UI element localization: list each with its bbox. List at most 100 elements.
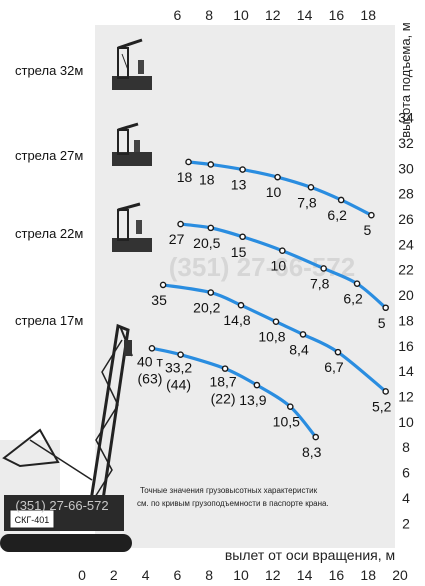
- data-point: [177, 220, 184, 228]
- x-tick-label-bottom: 20: [392, 567, 408, 583]
- y-tick-label: 8: [402, 439, 410, 455]
- x-tick-label-top: 10: [233, 7, 249, 23]
- x-tick-label-bottom: 16: [329, 567, 345, 583]
- y-tick-label: 12: [398, 389, 414, 405]
- y-tick-label: 26: [398, 211, 414, 227]
- y-tick-label: 22: [398, 262, 414, 278]
- data-point: [337, 196, 345, 204]
- boom-icon-27: [112, 122, 152, 166]
- data-label: 40 т (63): [137, 353, 163, 386]
- data-point: [353, 280, 361, 287]
- data-label: 5: [363, 222, 371, 238]
- data-label: 10,8: [258, 329, 285, 345]
- data-label: 5,2: [372, 398, 392, 414]
- data-point: [177, 351, 184, 358]
- x-tick-label-top: 8: [205, 7, 213, 23]
- y-tick-label: 16: [398, 338, 414, 354]
- data-point: [274, 173, 281, 181]
- data-label: 10: [271, 258, 287, 274]
- y-tick-label: 30: [398, 160, 414, 176]
- data-point: [148, 345, 156, 352]
- chart-note: Точные значения грузовысотных характерис…: [137, 486, 329, 508]
- data-point: [286, 403, 294, 410]
- crane-illustration: [0, 323, 133, 552]
- data-point: [185, 158, 192, 166]
- data-point: [382, 388, 389, 395]
- y-axis-title: высота подъема, м: [398, 22, 413, 138]
- y-tick-label: 10: [398, 414, 414, 430]
- data-point: [253, 381, 261, 389]
- x-tick-label-top: 16: [329, 7, 345, 23]
- data-point: [272, 318, 280, 326]
- data-label: 18: [199, 171, 215, 187]
- data-label: 14,8: [223, 312, 250, 328]
- x-tick-label-bottom: 12: [265, 567, 281, 583]
- data-point: [279, 247, 286, 254]
- boom-label: стрела 22м: [15, 226, 83, 241]
- data-label: 13: [231, 177, 247, 193]
- data-label: 7,8: [297, 194, 317, 210]
- data-label: 27: [169, 231, 185, 247]
- data-label: 6,2: [327, 207, 347, 223]
- data-point: [207, 224, 215, 232]
- y-tick-label: 28: [398, 186, 414, 202]
- x-tick-label-top: 6: [174, 7, 182, 23]
- x-tick-label-top: 18: [360, 7, 376, 23]
- x-tick-label-bottom: 18: [360, 567, 376, 583]
- data-point: [237, 301, 245, 309]
- data-label: 7,8: [310, 275, 330, 291]
- x-tick-label-bottom: 0: [78, 567, 86, 583]
- x-axis-title: вылет от оси вращения, м: [225, 547, 395, 563]
- y-tick-label: 6: [402, 465, 410, 481]
- data-label: 20,2: [193, 300, 220, 316]
- chart-background-notch: [0, 440, 60, 548]
- data-point: [334, 348, 342, 356]
- data-point: [307, 183, 315, 191]
- boom-label: стрела 17м: [15, 313, 83, 328]
- x-tick-label-top: 12: [265, 7, 281, 23]
- x-tick-label-bottom: 4: [142, 567, 150, 583]
- x-tick-label-bottom: 2: [110, 567, 118, 583]
- data-point: [207, 161, 215, 168]
- y-tick-label: 20: [398, 287, 414, 303]
- data-point: [207, 289, 215, 296]
- data-label: 5: [378, 315, 386, 331]
- watermark-small: (351) 27-66-572: [15, 498, 108, 513]
- data-point: [320, 265, 327, 272]
- data-label: 18: [177, 169, 193, 185]
- data-point: [299, 331, 307, 338]
- chart-background: [95, 25, 395, 548]
- y-tick-label: 34: [398, 110, 414, 126]
- x-tick-label-bottom: 14: [297, 567, 313, 583]
- y-tick-label: 14: [398, 363, 414, 379]
- y-tick-label: 24: [398, 236, 414, 252]
- crane-model-label: СКГ-401: [15, 515, 50, 525]
- boom-label: стрела 32м: [15, 63, 83, 78]
- x-tick-label-bottom: 10: [233, 567, 249, 583]
- boom-icon-22: [112, 202, 152, 252]
- x-tick-label-top: 14: [297, 7, 313, 23]
- x-tick-label-bottom: 6: [174, 567, 182, 583]
- data-label: 10: [266, 184, 282, 200]
- data-point: [159, 281, 167, 289]
- x-tick-label-bottom: 8: [205, 567, 213, 583]
- data-label: 10,5: [273, 414, 300, 430]
- data-label: 18,7 (22): [209, 374, 236, 407]
- data-point: [368, 211, 375, 219]
- y-tick-label: 4: [402, 490, 410, 506]
- data-label: 6,2: [343, 291, 363, 307]
- data-point: [382, 304, 389, 312]
- y-tick-label: 32: [398, 135, 414, 151]
- data-label: 8,3: [302, 444, 322, 460]
- y-tick-label: 2: [402, 515, 410, 531]
- data-label: 33,2 (44): [165, 360, 192, 393]
- data-label: 35: [151, 292, 167, 308]
- boom-icon-32: [112, 38, 152, 90]
- data-point: [239, 166, 246, 173]
- data-label: 20,5: [193, 235, 220, 251]
- data-label: 8,4: [289, 341, 309, 357]
- y-tick-label: 18: [398, 312, 414, 328]
- data-point: [239, 233, 246, 241]
